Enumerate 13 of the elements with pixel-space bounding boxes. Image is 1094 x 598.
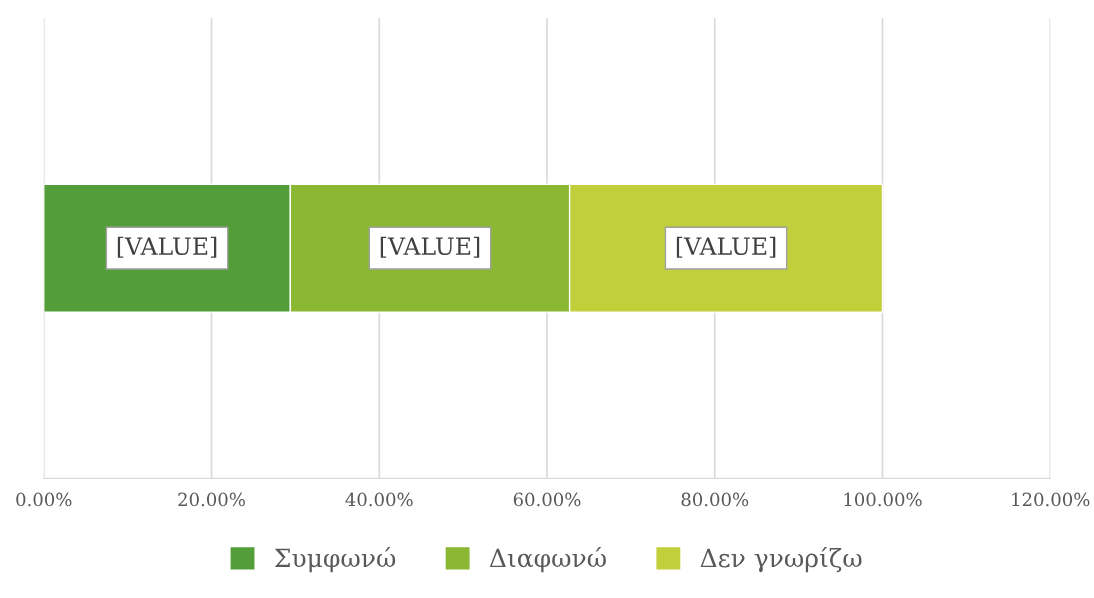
x-tick-label: 0.00% — [16, 492, 72, 507]
legend-label: Διαφωνώ — [489, 546, 606, 573]
data-label: [VALUE] — [380, 236, 480, 258]
legend-label: Συμφωνώ — [274, 546, 396, 573]
legend-label: Δεν γνωρίζω — [700, 546, 862, 573]
x-tick-label: 120.00% — [1012, 492, 1090, 507]
data-label: [VALUE] — [676, 236, 776, 258]
x-tick-label: 60.00% — [513, 492, 581, 507]
x-tick-label: 20.00% — [178, 492, 245, 507]
x-tick-label: 100.00% — [844, 492, 922, 507]
x-tick-label: 40.00% — [345, 492, 413, 507]
x-tick-label: 80.00% — [681, 492, 749, 507]
data-label: [VALUE] — [117, 236, 217, 258]
